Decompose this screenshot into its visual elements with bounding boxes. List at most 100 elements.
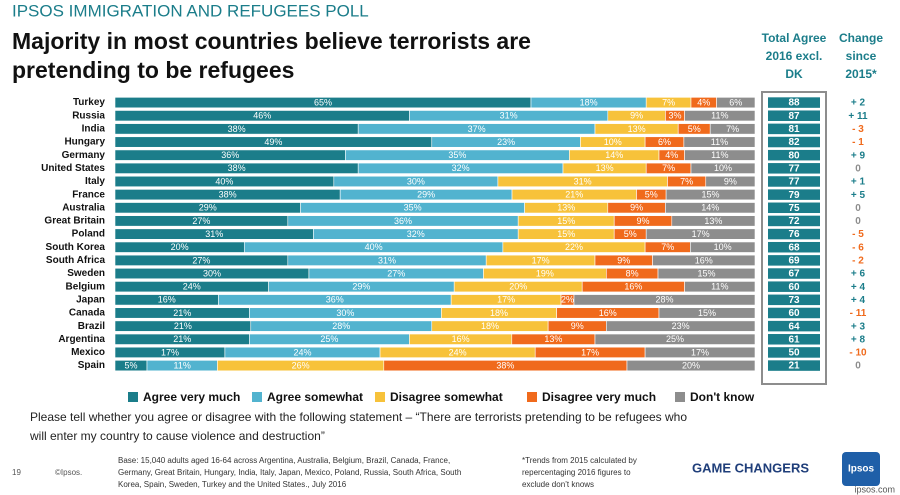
y-tick-label: Mexico bbox=[71, 347, 105, 358]
data-label: 31% bbox=[500, 111, 518, 121]
legend-swatch bbox=[527, 392, 537, 402]
total-value: 77 bbox=[788, 177, 800, 188]
legend-label: Disagree somewhat bbox=[390, 390, 503, 404]
data-label: 27% bbox=[192, 255, 210, 265]
total-cell bbox=[768, 228, 820, 240]
data-label: 36% bbox=[394, 216, 412, 226]
data-label: 30% bbox=[336, 308, 354, 318]
data-label: 10% bbox=[714, 163, 732, 173]
data-label: 21% bbox=[173, 308, 191, 318]
column-header: 2016 excl. bbox=[766, 49, 823, 63]
footnote: exclude don’t knows bbox=[522, 480, 594, 489]
total-value: 82 bbox=[788, 137, 800, 148]
data-label: 2% bbox=[561, 295, 574, 305]
data-label: 7% bbox=[726, 124, 739, 134]
data-label: 10% bbox=[604, 137, 622, 147]
data-label: 35% bbox=[448, 150, 466, 160]
bar-segment bbox=[658, 307, 756, 319]
logo: Ipsos bbox=[848, 464, 875, 475]
bar-segment bbox=[606, 320, 756, 332]
data-label: 46% bbox=[253, 111, 271, 121]
data-label: 14% bbox=[605, 150, 623, 160]
data-label: 30% bbox=[203, 268, 221, 278]
total-value: 21 bbox=[788, 361, 800, 372]
total-cell bbox=[768, 136, 820, 148]
column-header: 2015* bbox=[845, 67, 877, 81]
data-label: 7% bbox=[662, 97, 675, 107]
change-value: + 1 bbox=[851, 177, 866, 188]
change-value: 0 bbox=[855, 216, 861, 227]
change-value: + 11 bbox=[848, 111, 868, 122]
total-cell bbox=[768, 334, 820, 345]
bar-segment bbox=[690, 241, 756, 253]
bar-segment bbox=[626, 360, 756, 372]
data-label: 36% bbox=[221, 150, 239, 160]
legend-swatch bbox=[128, 392, 138, 402]
y-tick-label: Belgium bbox=[66, 281, 106, 292]
bar-segment bbox=[716, 97, 756, 109]
y-tick-label: Sweden bbox=[67, 268, 105, 279]
data-label: 25% bbox=[666, 334, 684, 344]
data-label: 27% bbox=[192, 216, 210, 226]
data-label: 5% bbox=[688, 124, 701, 134]
data-label: 26% bbox=[292, 360, 310, 370]
change-value: + 4 bbox=[851, 282, 866, 293]
total-value: 68 bbox=[788, 242, 800, 253]
data-label: 15% bbox=[557, 216, 575, 226]
change-value: - 6 bbox=[852, 242, 864, 253]
total-cell bbox=[768, 255, 820, 266]
bar-segment bbox=[644, 346, 756, 358]
data-label: 15% bbox=[702, 190, 720, 200]
data-label: 17% bbox=[692, 229, 710, 239]
data-label: 11% bbox=[711, 150, 728, 160]
copyright: ©Ipsos. bbox=[55, 468, 82, 477]
total-box bbox=[761, 91, 827, 385]
data-label: 31% bbox=[378, 255, 396, 265]
y-tick-label: Argentina bbox=[58, 334, 105, 345]
change-value: 0 bbox=[855, 163, 861, 174]
total-value: 75 bbox=[788, 203, 800, 214]
data-label: 9% bbox=[571, 321, 584, 331]
change-value: - 5 bbox=[852, 229, 864, 240]
legend-label: Don't know bbox=[690, 390, 755, 404]
data-label: 25% bbox=[320, 334, 338, 344]
data-label: 9% bbox=[630, 111, 643, 121]
logo-box bbox=[842, 452, 880, 486]
data-label: 24% bbox=[293, 347, 311, 357]
y-tick-label: Spain bbox=[78, 360, 105, 371]
bar-segment bbox=[709, 123, 756, 135]
data-label: 4% bbox=[697, 97, 710, 107]
data-label: 11% bbox=[711, 137, 728, 147]
data-label: 49% bbox=[264, 137, 282, 147]
header: IPSOS IMMIGRATION AND REFUGEES POLL bbox=[12, 1, 369, 20]
change-value: 0 bbox=[855, 361, 861, 372]
bar-segment bbox=[665, 202, 756, 214]
total-cell bbox=[768, 215, 820, 227]
total-cell bbox=[768, 294, 820, 306]
base-note: Korea, Spain, Sweden, Turkey and the Uni… bbox=[118, 480, 347, 489]
base-note: Germany, Great Britain, Hungary, India, … bbox=[118, 468, 461, 477]
data-label: 15% bbox=[698, 308, 716, 318]
data-label: 9% bbox=[636, 216, 649, 226]
y-tick-label: Turkey bbox=[73, 97, 105, 108]
data-label: 13% bbox=[628, 124, 646, 134]
data-label: 16% bbox=[599, 308, 617, 318]
data-label: 11% bbox=[711, 111, 728, 121]
total-cell bbox=[768, 307, 820, 319]
data-label: 7% bbox=[661, 242, 674, 252]
total-value: 76 bbox=[788, 229, 800, 240]
data-label: 11% bbox=[711, 282, 728, 292]
column-header: since bbox=[846, 49, 877, 63]
y-tick-label: South Korea bbox=[46, 242, 106, 253]
column-header: Change bbox=[839, 31, 883, 45]
data-label: 17% bbox=[581, 347, 599, 357]
change-value: - 2 bbox=[852, 256, 864, 267]
data-label: 17% bbox=[497, 295, 515, 305]
data-label: 36% bbox=[326, 295, 344, 305]
y-tick-label: Hungary bbox=[64, 137, 105, 148]
data-label: 9% bbox=[724, 176, 737, 186]
data-label: 13% bbox=[557, 203, 575, 213]
page-number: 19 bbox=[12, 468, 21, 477]
data-label: 21% bbox=[173, 334, 191, 344]
total-cell bbox=[768, 241, 820, 253]
